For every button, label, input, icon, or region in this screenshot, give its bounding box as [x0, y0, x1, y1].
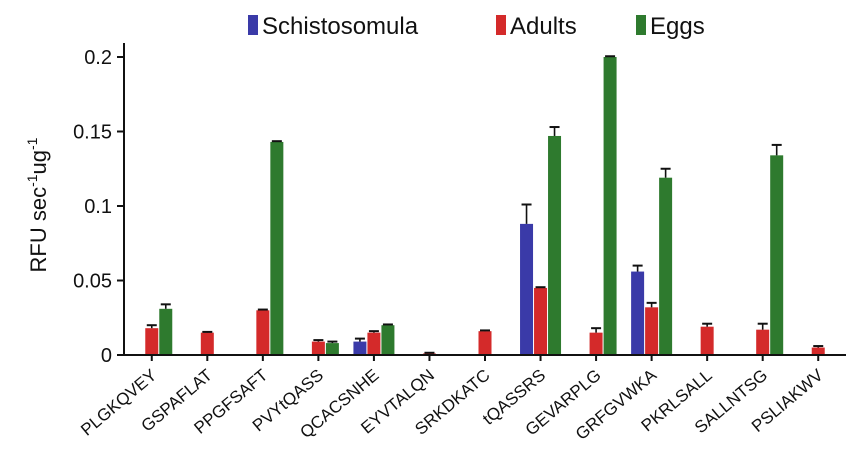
bar [589, 332, 603, 355]
x-axis: PLGKQVEYGSPAFLATPPGFSAFTPVYtQASSQCACSNHE… [77, 354, 846, 444]
bar [520, 223, 534, 355]
bar [367, 332, 381, 355]
y-tick-label: 0 [101, 345, 112, 367]
bar [381, 325, 395, 355]
y-axis-title-mid: ug [26, 150, 51, 174]
legend-label: Adults [510, 13, 577, 40]
bar [756, 329, 770, 355]
bar [311, 341, 325, 355]
legend-swatch [248, 15, 258, 35]
bar [325, 343, 339, 355]
bar [548, 135, 562, 355]
legend-label: Eggs [650, 13, 705, 40]
bar [700, 326, 714, 355]
bar [145, 328, 159, 355]
y-tick-label: 0.15 [73, 122, 112, 144]
bar [256, 310, 270, 355]
legend-swatch [496, 15, 506, 35]
y-axis-title: RFU sec-1ug-1 [24, 137, 51, 272]
bar [200, 332, 214, 355]
bar [811, 347, 825, 355]
y-tick-label: 0.1 [84, 196, 112, 218]
bar [353, 341, 367, 355]
bar [659, 177, 673, 355]
legend-label: Schistosomula [262, 13, 419, 40]
bar [645, 307, 659, 355]
bar [159, 308, 173, 355]
bars [145, 55, 825, 355]
y-tick-label: 0.05 [73, 271, 112, 293]
y-tick-label: 0.2 [84, 47, 112, 69]
bar [270, 141, 284, 355]
legend: Schistosomula Adults Eggs [248, 13, 705, 40]
bar [770, 155, 784, 355]
bar [534, 287, 548, 355]
bar [603, 57, 617, 355]
legend-swatch [636, 15, 646, 35]
y-axis-title-main: RFU sec [26, 187, 51, 273]
y-axis-title-sup1: -1 [24, 174, 40, 187]
bar [478, 331, 492, 355]
bar [631, 271, 645, 355]
y-axis-title-sup2: -1 [24, 137, 40, 150]
y-axis: 0 0.05 0.1 0.15 0.2 [73, 43, 125, 367]
